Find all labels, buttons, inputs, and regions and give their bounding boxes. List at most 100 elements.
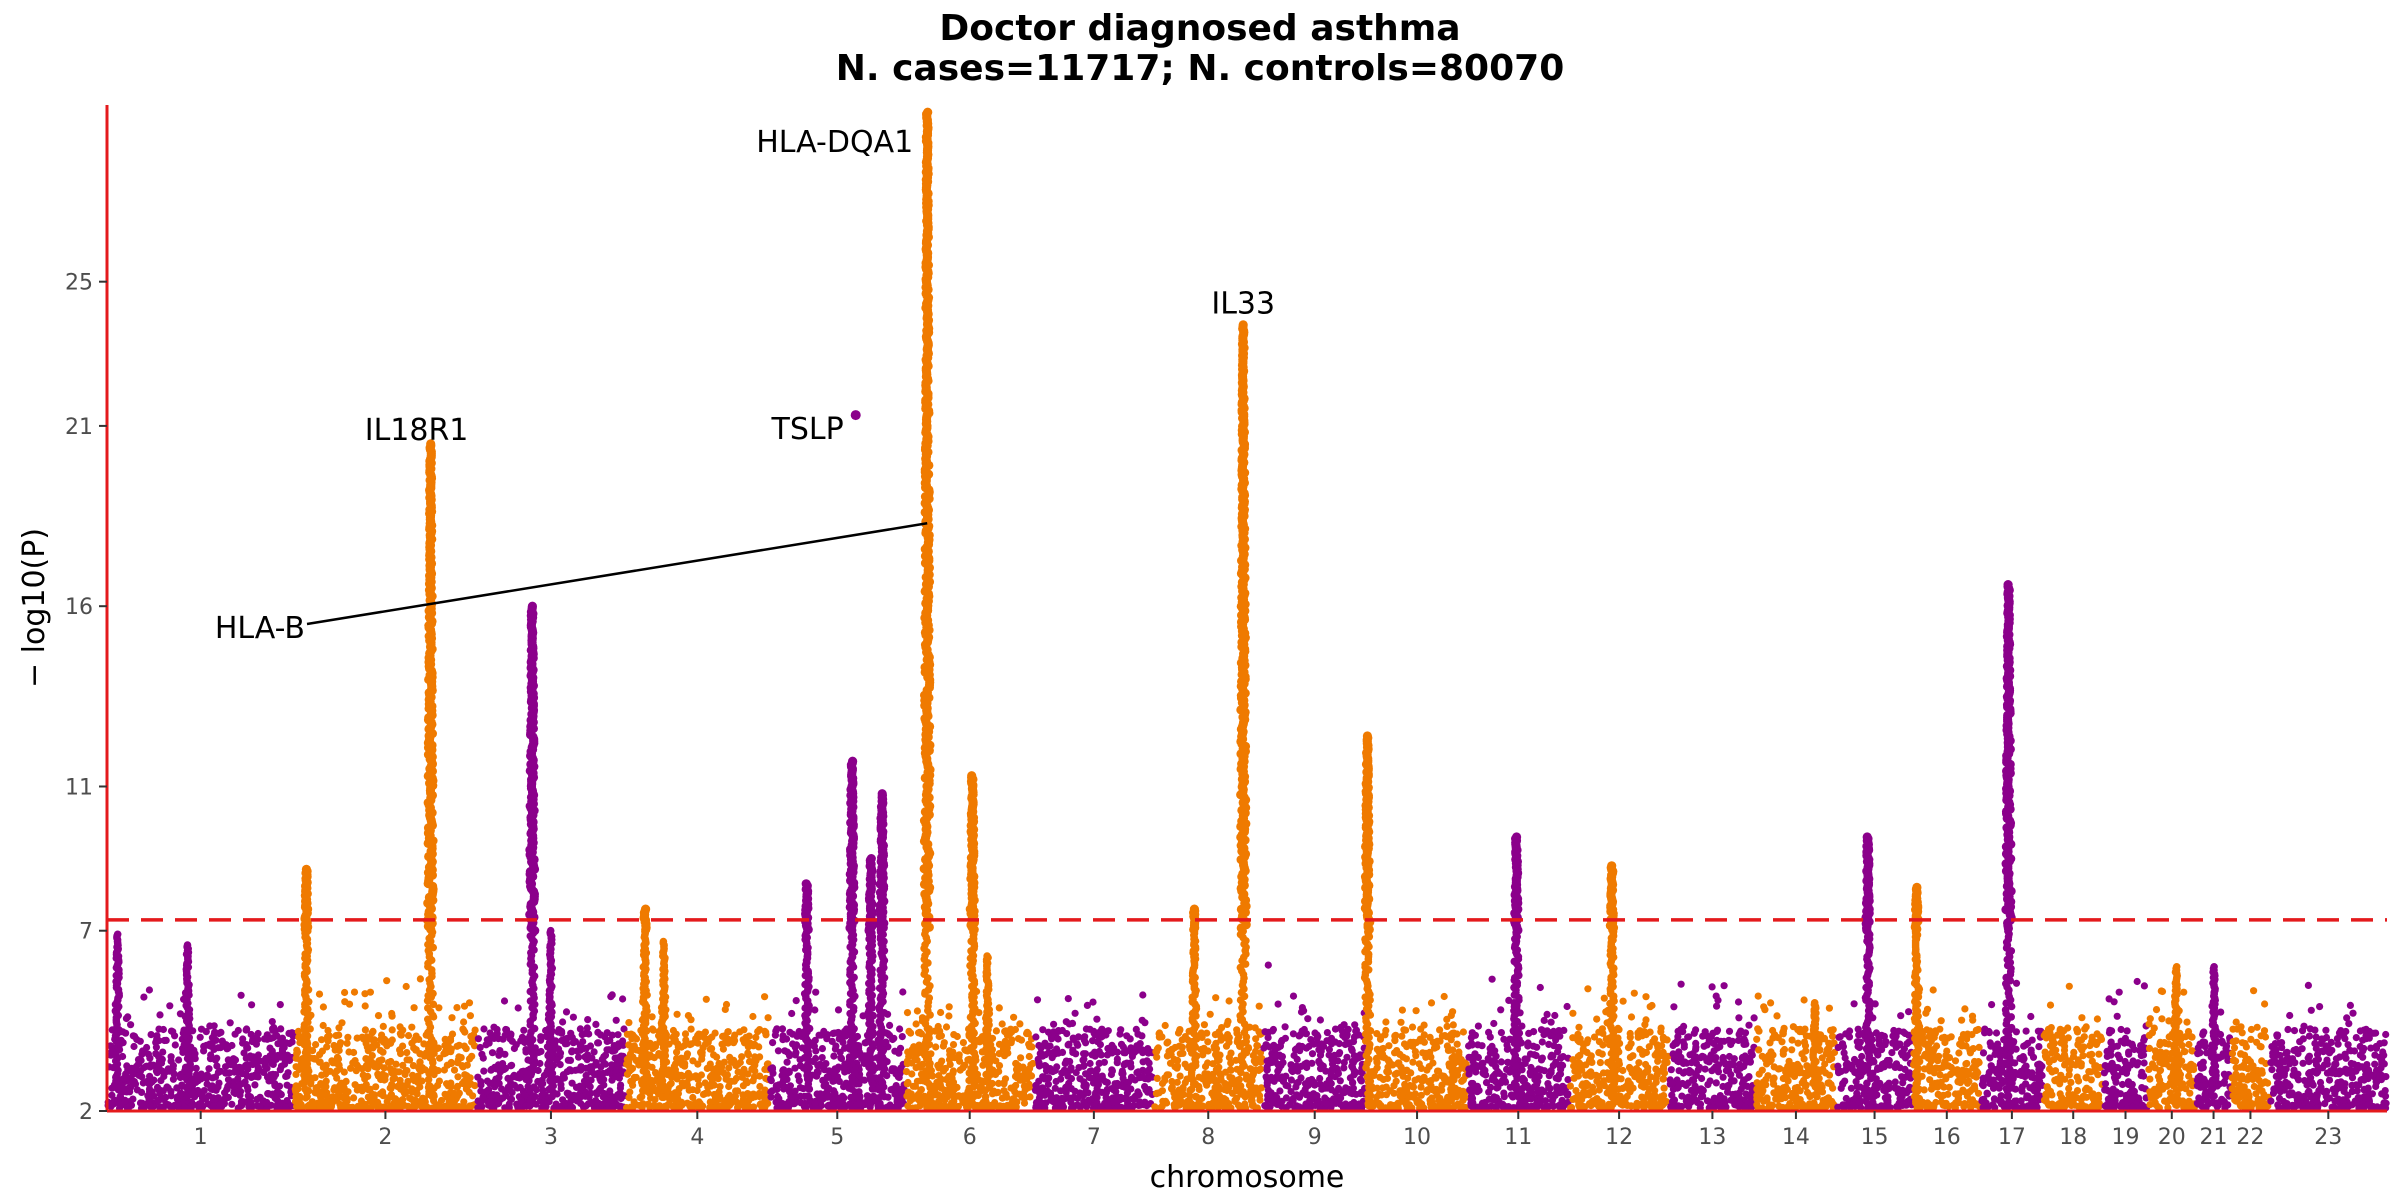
data-point: [1465, 1042, 1473, 1050]
data-point: [292, 1082, 300, 1090]
data-point: [937, 1084, 946, 1092]
data-point: [1087, 1067, 1095, 1075]
data-point: [1619, 1066, 1627, 1075]
data-point: [138, 1050, 146, 1058]
data-point: [373, 1041, 381, 1049]
data-point: [783, 1075, 791, 1083]
data-point: [135, 1060, 143, 1068]
data-point: [998, 1020, 1006, 1028]
data-point: [771, 1031, 780, 1039]
data-point: [1436, 1094, 1444, 1102]
data-point: [767, 1093, 775, 1101]
data-point: [684, 1071, 692, 1079]
data-point: [1680, 1041, 1688, 1049]
data-point: [504, 1083, 512, 1091]
data-point: [687, 1025, 695, 1033]
data-point: [979, 1061, 987, 1069]
data-point: [335, 1061, 343, 1069]
data-point: [812, 1047, 820, 1055]
chromosome-12-points: [1566, 985, 1672, 1112]
data-point: [932, 1043, 940, 1051]
data-point: [1474, 1041, 1482, 1049]
data-point: [269, 1091, 277, 1099]
data-point: [594, 1039, 603, 1047]
data-point: [1054, 1049, 1062, 1057]
data-point: [1670, 1003, 1678, 1011]
data-point: [1093, 1015, 1101, 1023]
data-point: [276, 1001, 284, 1009]
data-point: [742, 1077, 750, 1085]
data-point: [133, 1035, 141, 1044]
data-point: [775, 1095, 783, 1103]
data-point: [254, 1073, 262, 1081]
data-point: [218, 1099, 226, 1107]
data-point: [1364, 1102, 1373, 1110]
data-point: [1228, 1078, 1236, 1086]
data-point: [1614, 1098, 1622, 1106]
data-point: [942, 1023, 951, 1031]
data-point: [1597, 1081, 1605, 1089]
data-point: [749, 1012, 757, 1021]
data-point: [1064, 1041, 1072, 1049]
data-point: [1465, 1065, 1473, 1073]
data-point: [403, 1049, 411, 1057]
data-point: [1108, 1049, 1116, 1057]
data-point: [1017, 1054, 1025, 1062]
data-point: [1734, 998, 1743, 1006]
data-point: [322, 1061, 330, 1069]
data-point: [455, 1041, 463, 1049]
data-point: [1627, 1013, 1636, 1021]
data-point: [1555, 1027, 1563, 1035]
data-point: [1488, 1059, 1496, 1067]
data-point: [1547, 1032, 1555, 1040]
data-point: [435, 1004, 443, 1012]
data-point: [576, 1046, 584, 1054]
data-point: [1210, 1043, 1218, 1051]
data-point: [1547, 1067, 1555, 1075]
data-point: [1667, 1066, 1675, 1074]
data-point: [616, 1089, 624, 1097]
data-point: [991, 1070, 1000, 1079]
data-point: [345, 1000, 354, 1008]
data-point: [736, 1058, 744, 1067]
data-point: [1626, 1029, 1634, 1038]
data-point: [1007, 1039, 1015, 1047]
data-point: [335, 1024, 343, 1032]
data-point: [1570, 1062, 1578, 1070]
data-point: [256, 1103, 264, 1111]
data-point: [410, 1004, 418, 1012]
data-point: [263, 1064, 271, 1072]
data-point: [417, 1102, 425, 1110]
data-point: [1335, 1040, 1343, 1048]
data-point: [671, 1036, 679, 1044]
data-point: [411, 1102, 419, 1110]
data-point: [745, 1090, 753, 1098]
data-point: [598, 1055, 606, 1063]
data-point: [761, 993, 769, 1001]
data-point: [145, 986, 153, 994]
data-point: [1266, 1056, 1274, 1064]
data-point: [600, 1089, 608, 1098]
data-point: [562, 1008, 571, 1016]
data-point: [1625, 1085, 1633, 1093]
data-point: [1408, 1023, 1417, 1031]
data-point: [874, 1102, 882, 1110]
data-point: [578, 1083, 586, 1092]
data-point: [792, 997, 800, 1005]
data-point: [1574, 1053, 1582, 1061]
data-point: [1373, 1064, 1381, 1072]
data-point: [157, 1077, 165, 1085]
data-point: [1581, 1083, 1589, 1091]
data-point: [1176, 1090, 1185, 1098]
data-point: [272, 1032, 280, 1040]
data-point: [949, 1041, 958, 1049]
data-point: [1341, 1088, 1349, 1096]
data-point: [1475, 1086, 1483, 1094]
data-point: [858, 1053, 866, 1061]
data-point: [959, 1064, 967, 1072]
data-point: [1225, 1053, 1233, 1061]
data-point: [323, 1043, 331, 1051]
data-point: [1390, 1089, 1398, 1097]
data-point: [1071, 1009, 1079, 1017]
data-point: [1382, 1018, 1390, 1026]
